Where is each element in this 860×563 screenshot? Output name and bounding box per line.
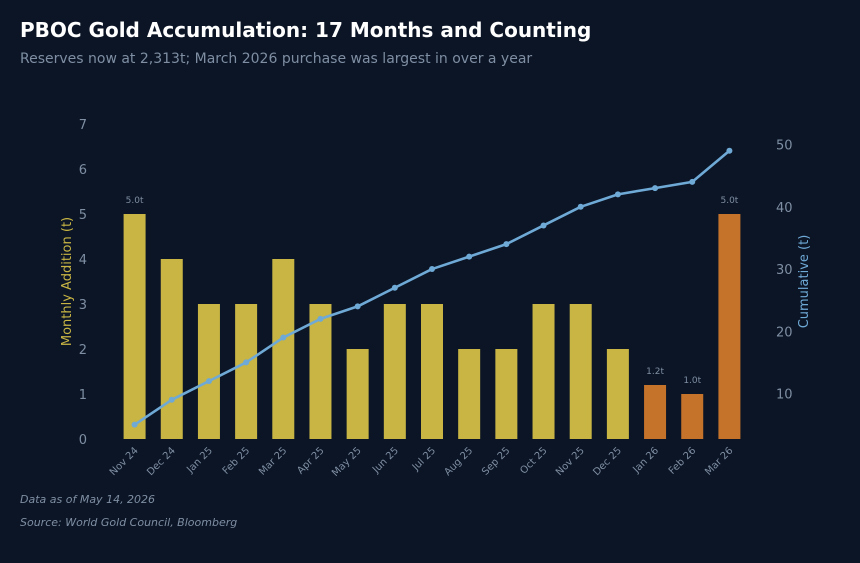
cumulative-point: [614, 191, 621, 198]
x-axis-tick-label: Jan 26: [631, 445, 662, 476]
x-axis-tick-label: Nov 25: [554, 445, 587, 478]
bar-may-25: [346, 349, 369, 439]
date-note: Data as of May 14, 2026: [20, 493, 156, 506]
cumulative-point: [280, 334, 287, 341]
left-axis-tick-label: 0: [79, 433, 87, 448]
chart-subtitle: Reserves now at 2,313t; March 2026 purch…: [20, 51, 533, 67]
left-axis-tick-label: 5: [79, 208, 87, 223]
bar-apr-25: [309, 304, 332, 439]
x-axis-tick-label: Jul 25: [410, 445, 438, 473]
x-axis-tick-label: Jan 25: [184, 445, 215, 476]
bar-dec-24: [160, 259, 183, 439]
cumulative-point: [429, 266, 435, 273]
x-axis-tick-label: Sep 25: [480, 445, 512, 477]
bar-feb-26: [681, 394, 704, 439]
right-axis-tick-label: 30: [776, 263, 793, 278]
source-note: Source: World Gold Council, Bloomberg: [20, 516, 238, 529]
right-axis-tick-label: 20: [776, 325, 793, 340]
cumulative-point: [652, 185, 659, 192]
bar-data-label: 5.0t: [126, 196, 144, 206]
x-axis-tick-label: Feb 25: [221, 445, 253, 477]
cumulative-point: [243, 359, 250, 366]
cumulative-point: [466, 253, 473, 260]
x-axis-tick-label: Feb 26: [667, 445, 699, 477]
bar-nov-24: [123, 214, 146, 439]
bar-jul-25: [421, 304, 443, 439]
right-axis-tick-label: 40: [776, 201, 793, 216]
x-axis-tick-label: Oct 25: [518, 445, 549, 476]
cumulative-point: [540, 222, 547, 229]
bar-jun-25: [383, 304, 406, 439]
right-axis-tick-label: 10: [776, 388, 793, 403]
bar-feb-25: [235, 304, 258, 439]
x-axis-tick-label: May 25: [330, 445, 364, 479]
cumulative-point: [503, 241, 510, 248]
cumulative-point: [577, 203, 584, 210]
cumulative-point: [689, 178, 696, 185]
cumulative-point: [726, 147, 733, 154]
x-axis-tick-label: Dec 24: [145, 445, 178, 478]
cumulative-point: [168, 396, 175, 403]
cumulative-point: [131, 421, 138, 428]
x-axis-tick-label: Apr 25: [295, 445, 326, 476]
x-axis-tick-label: Aug 25: [442, 445, 475, 478]
x-axis-tick-label: Nov 24: [108, 445, 141, 478]
x-axis-tick-label: Mar 26: [703, 445, 735, 477]
bar-dec-25: [606, 349, 629, 439]
left-axis-tick-label: 6: [79, 163, 87, 178]
bar-mar-26: [718, 214, 741, 439]
chart-title: PBOC Gold Accumulation: 17 Months and Co…: [20, 18, 592, 42]
cumulative-point: [205, 378, 212, 385]
cumulative-point: [317, 315, 324, 322]
bar-jan-25: [197, 304, 220, 439]
x-axis-tick-label: Dec 25: [591, 445, 624, 478]
bar-data-label: 1.2t: [646, 367, 664, 377]
cumulative-point: [354, 303, 361, 310]
left-axis-tick-label: 1: [79, 388, 87, 403]
bar-jan-26: [644, 385, 667, 439]
left-axis-tick-label: 7: [79, 118, 87, 133]
right-axis-label: Cumulative (t): [797, 235, 812, 329]
x-axis-tick-label: Jun 25: [370, 445, 401, 476]
bar-oct-25: [532, 304, 555, 439]
bar-data-label: 1.0t: [683, 376, 701, 386]
left-axis-tick-label: 2: [79, 343, 87, 358]
x-axis-tick-label: Mar 25: [257, 445, 289, 477]
bar-sep-25: [495, 349, 518, 439]
bar-aug-25: [458, 349, 481, 439]
left-axis-tick-label: 4: [79, 253, 87, 268]
cumulative-point: [391, 284, 398, 291]
bar-mar-25: [272, 259, 295, 439]
bar-data-label: 5.0t: [720, 196, 738, 206]
left-axis-label: Monthly Addition (t): [60, 217, 75, 346]
right-axis-tick-label: 50: [776, 139, 793, 154]
left-axis-tick-label: 3: [79, 298, 87, 313]
bar-nov-25: [569, 304, 592, 439]
